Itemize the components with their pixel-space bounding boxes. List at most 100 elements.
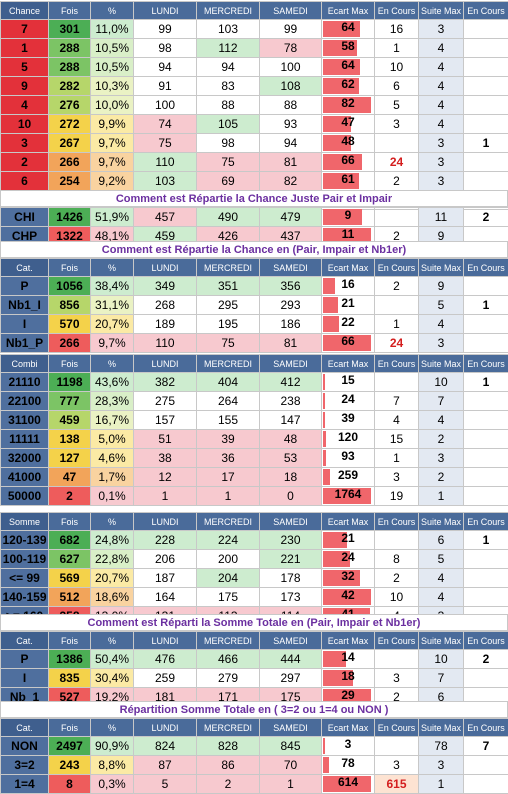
en-cours-cell: 10 <box>375 58 419 77</box>
en-cours-suite-cell <box>464 449 508 468</box>
row-label: NON <box>1 737 49 756</box>
ecart-max-cell: 9 <box>322 208 375 227</box>
samedi-cell: 178 <box>260 569 322 588</box>
ecart-value: 64 <box>341 20 354 34</box>
ecart-bar <box>323 209 362 225</box>
column-header: LUNDI <box>134 355 197 373</box>
suite-max-cell: 3 <box>419 153 464 172</box>
mercredi-cell: 828 <box>197 737 260 756</box>
column-header: Fois <box>49 513 91 531</box>
column-header: Fois <box>49 355 91 373</box>
ecart-max-cell: 18 <box>322 669 375 688</box>
column-header: % <box>91 355 134 373</box>
ecart-value: 58 <box>341 39 354 53</box>
ecart-value: 24 <box>341 392 354 406</box>
ecart-value: 47 <box>341 115 354 129</box>
mercredi-cell: 1 <box>197 487 260 506</box>
pct-cell: 10,3% <box>91 77 134 96</box>
en-cours-cell: 10 <box>375 588 419 607</box>
samedi-cell: 238 <box>260 392 322 411</box>
en-cours-suite-cell: 2 <box>464 650 508 669</box>
mercredi-cell: 88 <box>197 96 260 115</box>
suite-max-cell: 3 <box>419 756 464 775</box>
mercredi-cell: 69 <box>197 172 260 191</box>
row-label: 4 <box>1 96 49 115</box>
row-label: 3 <box>1 134 49 153</box>
ecart-value: 21 <box>341 531 354 545</box>
row-label: 41000 <box>1 468 49 487</box>
row-label: 1 <box>1 39 49 58</box>
mercredi-cell: 2 <box>197 775 260 794</box>
column-header: En Cours <box>375 719 419 737</box>
en-cours-suite-cell <box>464 775 508 794</box>
lundi-cell: 110 <box>134 334 197 353</box>
samedi-cell: 78 <box>260 39 322 58</box>
en-cours-suite-cell: 1 <box>464 531 508 550</box>
column-header: En Cours <box>464 513 508 531</box>
column-header: Suite Max <box>419 2 464 20</box>
suite-max-cell: 7 <box>419 669 464 688</box>
fois-cell: 2 <box>49 487 91 506</box>
en-cours-cell: 24 <box>375 334 419 353</box>
column-header: Fois <box>49 259 91 277</box>
ecart-value: 120 <box>338 430 358 444</box>
suite-max-cell: 9 <box>419 277 464 296</box>
pct-cell: 28,3% <box>91 392 134 411</box>
pct-cell: 9,9% <box>91 115 134 134</box>
en-cours-suite-cell <box>464 20 508 39</box>
column-header: LUNDI <box>134 719 197 737</box>
row-label: I <box>1 669 49 688</box>
suite-max-cell: 6 <box>419 531 464 550</box>
ecart-max-cell: 259 <box>322 468 375 487</box>
pct-cell: 10,0% <box>91 96 134 115</box>
ecart-max-cell: 21 <box>322 296 375 315</box>
lundi-cell: 87 <box>134 756 197 775</box>
column-header: Cat. <box>1 259 49 277</box>
title-somme-non: Répartition Somme Totale en ( 3=2 ou 1=4… <box>0 701 508 718</box>
column-header: Ecart Max <box>322 259 375 277</box>
column-header: % <box>91 513 134 531</box>
en-cours-suite-cell <box>464 756 508 775</box>
column-header: Combi <box>1 355 49 373</box>
row-label: P <box>1 277 49 296</box>
samedi-cell: 81 <box>260 153 322 172</box>
samedi-cell: 147 <box>260 411 322 430</box>
mercredi-cell: 404 <box>197 373 260 392</box>
samedi-cell: 93 <box>260 115 322 134</box>
en-cours-suite-cell <box>464 39 508 58</box>
column-header: % <box>91 632 134 650</box>
pct-cell: 10,5% <box>91 39 134 58</box>
en-cours-cell: 24 <box>375 153 419 172</box>
mercredi-cell: 264 <box>197 392 260 411</box>
suite-max-cell: 4 <box>419 39 464 58</box>
fois-cell: 267 <box>49 134 91 153</box>
column-header: Chance <box>1 2 49 20</box>
suite-max-cell: 2 <box>419 468 464 487</box>
en-cours-suite-cell <box>464 77 508 96</box>
fois-cell: 1386 <box>49 650 91 669</box>
pct-cell: 50,4% <box>91 650 134 669</box>
en-cours-cell: 2 <box>375 569 419 588</box>
samedi-cell: 81 <box>260 334 322 353</box>
en-cours-suite-cell: 1 <box>464 373 508 392</box>
en-cours-suite-cell: 2 <box>464 208 508 227</box>
ecart-max-cell: 39 <box>322 411 375 430</box>
en-cours-cell: 4 <box>375 411 419 430</box>
lundi-cell: 228 <box>134 531 197 550</box>
ecart-value: 22 <box>341 315 354 329</box>
en-cours-suite-cell <box>464 411 508 430</box>
fois-cell: 1426 <box>49 208 91 227</box>
column-header: Cat. <box>1 632 49 650</box>
